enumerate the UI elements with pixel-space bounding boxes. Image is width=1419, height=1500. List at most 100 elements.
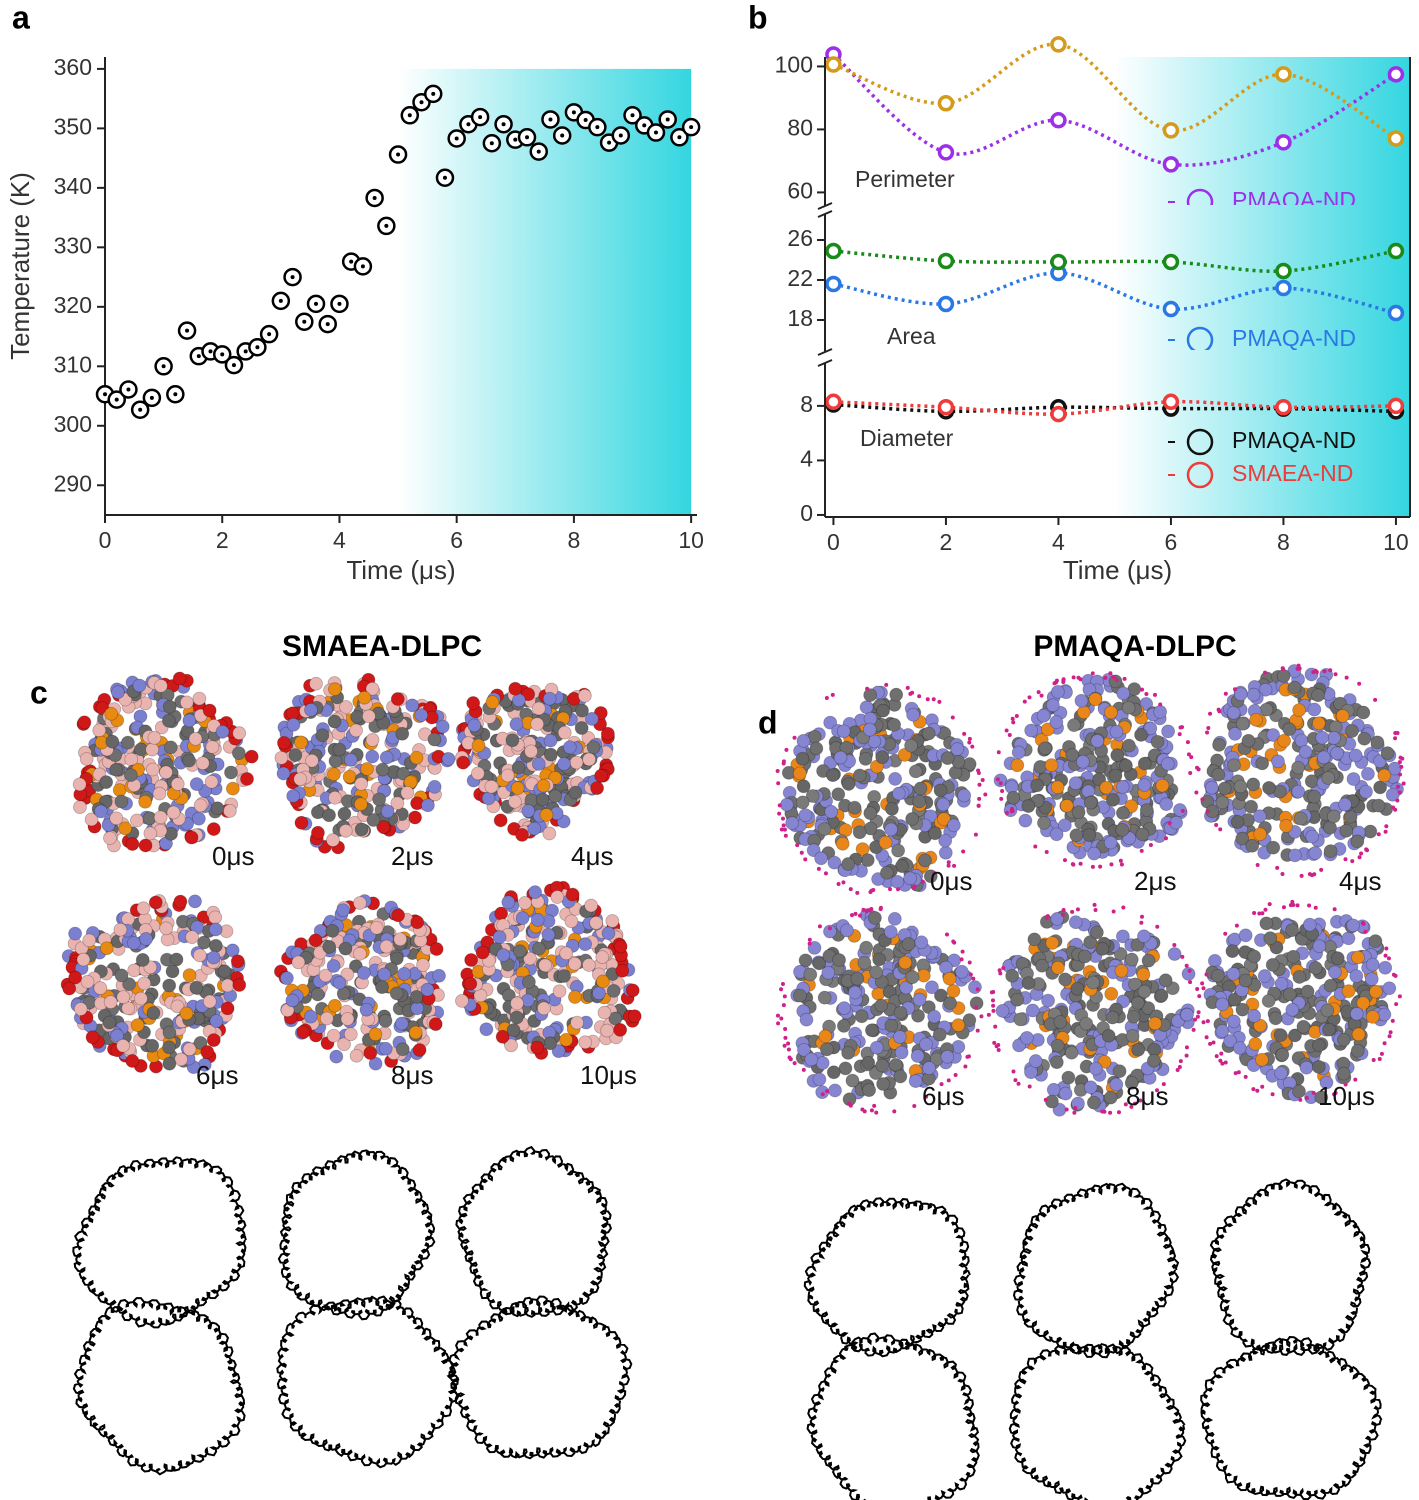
bead bbox=[543, 827, 556, 840]
marker bbox=[1389, 245, 1402, 258]
bead bbox=[1075, 694, 1088, 707]
ion bbox=[780, 827, 784, 831]
bead bbox=[376, 763, 389, 776]
marker-center bbox=[185, 329, 189, 333]
marker bbox=[1277, 401, 1290, 414]
bead bbox=[207, 951, 220, 964]
bead bbox=[955, 965, 968, 978]
ion bbox=[1393, 736, 1397, 740]
ion bbox=[1040, 694, 1044, 698]
marker bbox=[939, 401, 952, 414]
ion bbox=[1077, 676, 1081, 680]
x-tick-label: 0 bbox=[99, 527, 112, 553]
bead bbox=[1283, 988, 1296, 1001]
bead bbox=[1347, 919, 1360, 932]
ion bbox=[974, 833, 978, 837]
ion bbox=[788, 1055, 792, 1059]
ion bbox=[1011, 1070, 1015, 1074]
marker-center bbox=[408, 113, 412, 117]
marker bbox=[1389, 307, 1402, 320]
ion bbox=[1091, 865, 1095, 869]
time-label: 6μs bbox=[196, 1060, 238, 1090]
ion bbox=[1065, 1108, 1069, 1112]
bead bbox=[1070, 829, 1083, 842]
ion bbox=[1194, 791, 1198, 795]
contour bbox=[456, 1147, 611, 1317]
bead bbox=[583, 753, 596, 766]
ion bbox=[1112, 910, 1116, 914]
bead bbox=[226, 782, 239, 795]
ion bbox=[1206, 1019, 1210, 1023]
ion bbox=[1314, 906, 1318, 910]
bead bbox=[553, 985, 566, 998]
bead bbox=[1278, 734, 1291, 747]
x-tick-label: 8 bbox=[568, 527, 581, 553]
marker-center bbox=[103, 392, 107, 396]
bead bbox=[1263, 781, 1276, 794]
ion bbox=[1280, 872, 1284, 876]
shaded-region bbox=[398, 69, 691, 515]
x-tick-label: 4 bbox=[1052, 529, 1065, 555]
ion bbox=[824, 871, 828, 875]
bead bbox=[1104, 1091, 1117, 1104]
ion bbox=[1121, 905, 1125, 909]
bead bbox=[799, 809, 812, 822]
ion bbox=[1343, 857, 1347, 861]
bead bbox=[1227, 1015, 1240, 1028]
ion bbox=[854, 912, 858, 916]
bead bbox=[853, 769, 866, 782]
bead bbox=[328, 999, 341, 1012]
time-label: 0μs bbox=[930, 866, 972, 896]
ion bbox=[1140, 849, 1144, 853]
marker-center bbox=[197, 354, 201, 358]
ion bbox=[1071, 862, 1075, 866]
bead bbox=[188, 895, 201, 908]
ion bbox=[1307, 904, 1311, 908]
x-tick-label: 6 bbox=[1165, 529, 1178, 555]
bead bbox=[241, 772, 254, 785]
ion bbox=[782, 761, 786, 765]
contour bbox=[279, 1150, 434, 1319]
ion bbox=[967, 740, 971, 744]
bead bbox=[525, 745, 538, 758]
bead bbox=[323, 940, 336, 953]
bead bbox=[923, 1062, 936, 1075]
bead bbox=[304, 703, 317, 716]
ion bbox=[1214, 823, 1218, 827]
bead bbox=[455, 994, 468, 1007]
ion bbox=[1281, 666, 1285, 670]
bead bbox=[513, 945, 526, 958]
ion bbox=[1197, 767, 1201, 771]
ion bbox=[1387, 956, 1391, 960]
marker-center bbox=[584, 118, 588, 122]
ion bbox=[1204, 972, 1208, 976]
bead bbox=[585, 899, 598, 912]
bead bbox=[1269, 1012, 1282, 1025]
ion bbox=[808, 938, 812, 942]
bead bbox=[180, 1007, 193, 1020]
bead bbox=[163, 1026, 176, 1039]
bead bbox=[163, 979, 176, 992]
bead bbox=[909, 765, 922, 778]
bead bbox=[822, 966, 835, 979]
bead bbox=[378, 968, 391, 981]
ion bbox=[1271, 1092, 1275, 1096]
ion bbox=[961, 950, 965, 954]
bead bbox=[1020, 1031, 1033, 1044]
ion bbox=[855, 891, 859, 895]
ion bbox=[997, 1048, 1001, 1052]
ion bbox=[1115, 678, 1119, 682]
bead bbox=[146, 1039, 159, 1052]
bead bbox=[139, 839, 152, 852]
ion bbox=[1380, 1052, 1384, 1056]
bead bbox=[904, 872, 917, 885]
bead bbox=[888, 912, 901, 925]
ion bbox=[1028, 695, 1032, 699]
ion bbox=[965, 1055, 969, 1059]
bead bbox=[558, 757, 571, 770]
marker-center bbox=[631, 113, 635, 117]
bead bbox=[829, 1084, 842, 1097]
bead bbox=[865, 1024, 878, 1037]
bead bbox=[906, 971, 919, 984]
bead bbox=[189, 732, 202, 745]
